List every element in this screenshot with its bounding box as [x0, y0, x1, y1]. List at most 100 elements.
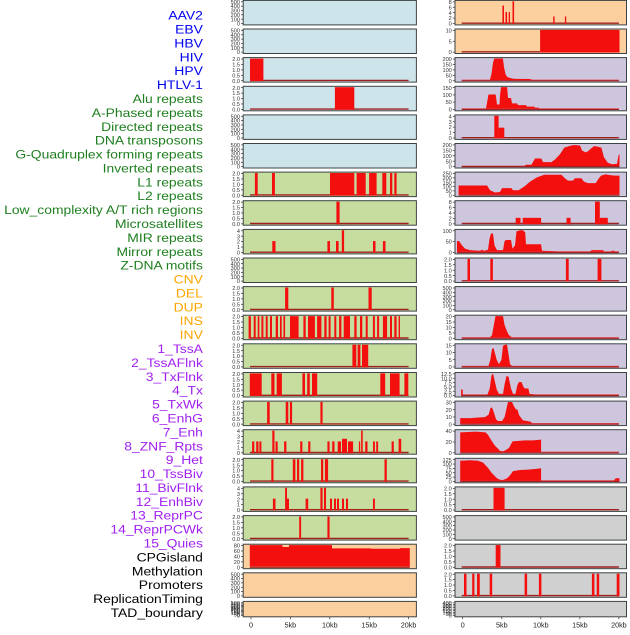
svg-text:0: 0	[449, 22, 452, 28]
svg-text:5: 5	[449, 358, 452, 364]
svg-text:40: 40	[446, 429, 452, 435]
svg-text:200: 200	[231, 271, 240, 277]
svg-text:150: 150	[442, 86, 451, 92]
svg-text:200: 200	[231, 42, 240, 48]
svg-text:300: 300	[442, 524, 451, 530]
svg-text:50: 50	[446, 612, 452, 618]
svg-text:9_Het: 9_Het	[166, 453, 204, 467]
svg-text:1.0: 1.0	[444, 583, 452, 589]
svg-text:0.5: 0.5	[444, 503, 452, 509]
svg-text:HBV: HBV	[174, 36, 203, 50]
svg-text:AAV2: AAV2	[168, 9, 203, 23]
svg-text:20: 20	[234, 560, 240, 566]
svg-text:0: 0	[237, 136, 240, 142]
svg-text:1.0: 1.0	[444, 268, 452, 274]
svg-text:15kb: 15kb	[572, 621, 588, 630]
svg-text:0.5: 0.5	[232, 102, 240, 108]
svg-text:6_EnhG: 6_EnhG	[152, 412, 203, 426]
svg-text:2.0: 2.0	[232, 57, 240, 63]
svg-text:2.0: 2.0	[232, 172, 240, 178]
svg-text:300: 300	[231, 152, 240, 158]
svg-text:3_TxFlnk: 3_TxFlnk	[146, 370, 204, 384]
svg-text:150: 150	[442, 180, 451, 186]
svg-text:3: 3	[449, 120, 452, 126]
svg-text:500: 500	[231, 572, 240, 578]
svg-text:13_ReprPC: 13_ReprPC	[130, 509, 203, 523]
svg-text:5: 5	[449, 331, 452, 337]
svg-text:500: 500	[231, 601, 240, 607]
svg-text:0: 0	[449, 251, 452, 257]
svg-text:100: 100	[231, 46, 240, 52]
svg-text:Directed repeats: Directed repeats	[101, 120, 203, 134]
svg-text:0: 0	[449, 451, 452, 457]
svg-text:2.0: 2.0	[232, 515, 240, 521]
svg-text:300: 300	[231, 9, 240, 15]
svg-text:12_EnhBiv: 12_EnhBiv	[136, 495, 204, 509]
svg-text:1.5: 1.5	[232, 177, 240, 183]
svg-text:200: 200	[442, 299, 451, 305]
svg-text:0: 0	[237, 22, 240, 28]
svg-text:1.5: 1.5	[232, 63, 240, 69]
svg-text:Z-DNA motifs: Z-DNA motifs	[120, 259, 203, 273]
svg-text:0: 0	[449, 79, 452, 85]
svg-text:INS: INS	[180, 314, 203, 328]
svg-text:1_TssA: 1_TssA	[157, 342, 203, 356]
svg-text:10kb: 10kb	[322, 621, 338, 630]
svg-text:2: 2	[237, 440, 240, 446]
svg-text:0.0: 0.0	[232, 193, 240, 199]
svg-text:1.5: 1.5	[232, 91, 240, 97]
svg-text:200: 200	[442, 143, 451, 149]
svg-text:25: 25	[446, 475, 452, 481]
svg-text:0.0: 0.0	[232, 365, 240, 371]
svg-text:125: 125	[442, 458, 451, 464]
svg-text:2.0: 2.0	[232, 401, 240, 407]
svg-text:50: 50	[234, 612, 240, 618]
svg-text:0.0: 0.0	[232, 480, 240, 486]
svg-text:200: 200	[231, 156, 240, 162]
svg-text:400: 400	[231, 603, 240, 609]
svg-text:CNV: CNV	[174, 273, 204, 287]
svg-text:0: 0	[449, 422, 452, 428]
svg-text:1.5: 1.5	[232, 206, 240, 212]
svg-text:1.0: 1.0	[232, 383, 240, 389]
svg-text:1.0: 1.0	[444, 555, 452, 561]
svg-text:400: 400	[231, 262, 240, 268]
svg-text:500: 500	[231, 29, 240, 35]
svg-text:20: 20	[446, 440, 452, 446]
svg-text:400: 400	[442, 601, 451, 607]
svg-text:1: 1	[237, 445, 240, 451]
svg-text:10kb: 10kb	[533, 621, 549, 630]
svg-text:2.0: 2.0	[232, 343, 240, 349]
svg-text:DUP: DUP	[174, 300, 203, 314]
svg-text:DNA transposons: DNA transposons	[95, 134, 203, 148]
svg-text:0.0: 0.0	[444, 279, 452, 285]
svg-text:12.5: 12.5	[441, 372, 452, 378]
svg-text:1.5: 1.5	[232, 520, 240, 526]
svg-text:0.0: 0.0	[232, 336, 240, 342]
svg-text:10: 10	[446, 415, 452, 421]
svg-text:300: 300	[231, 266, 240, 272]
svg-text:0: 0	[237, 50, 240, 56]
svg-text:1.5: 1.5	[232, 320, 240, 326]
svg-text:300: 300	[231, 581, 240, 587]
svg-text:200: 200	[231, 13, 240, 19]
svg-text:0: 0	[237, 279, 240, 285]
svg-text:10: 10	[446, 351, 452, 357]
svg-text:80: 80	[234, 544, 240, 550]
svg-text:2.0: 2.0	[444, 544, 452, 550]
svg-text:0.5: 0.5	[232, 73, 240, 79]
svg-text:4_Tx: 4_Tx	[172, 384, 204, 398]
svg-text:250: 250	[442, 606, 451, 612]
svg-text:2_TssAFlnk: 2_TssAFlnk	[131, 356, 204, 370]
svg-text:50: 50	[446, 159, 452, 165]
svg-text:2.0: 2.0	[232, 372, 240, 378]
svg-text:100: 100	[231, 132, 240, 138]
svg-text:8: 8	[449, 0, 452, 6]
svg-text:15_Quies: 15_Quies	[144, 537, 203, 551]
svg-text:50: 50	[446, 100, 452, 106]
svg-text:1.0: 1.0	[444, 497, 452, 503]
svg-text:0.0: 0.0	[232, 537, 240, 543]
svg-text:0: 0	[461, 621, 465, 630]
svg-text:75: 75	[446, 467, 452, 473]
svg-text:5_TxWk: 5_TxWk	[152, 398, 204, 412]
